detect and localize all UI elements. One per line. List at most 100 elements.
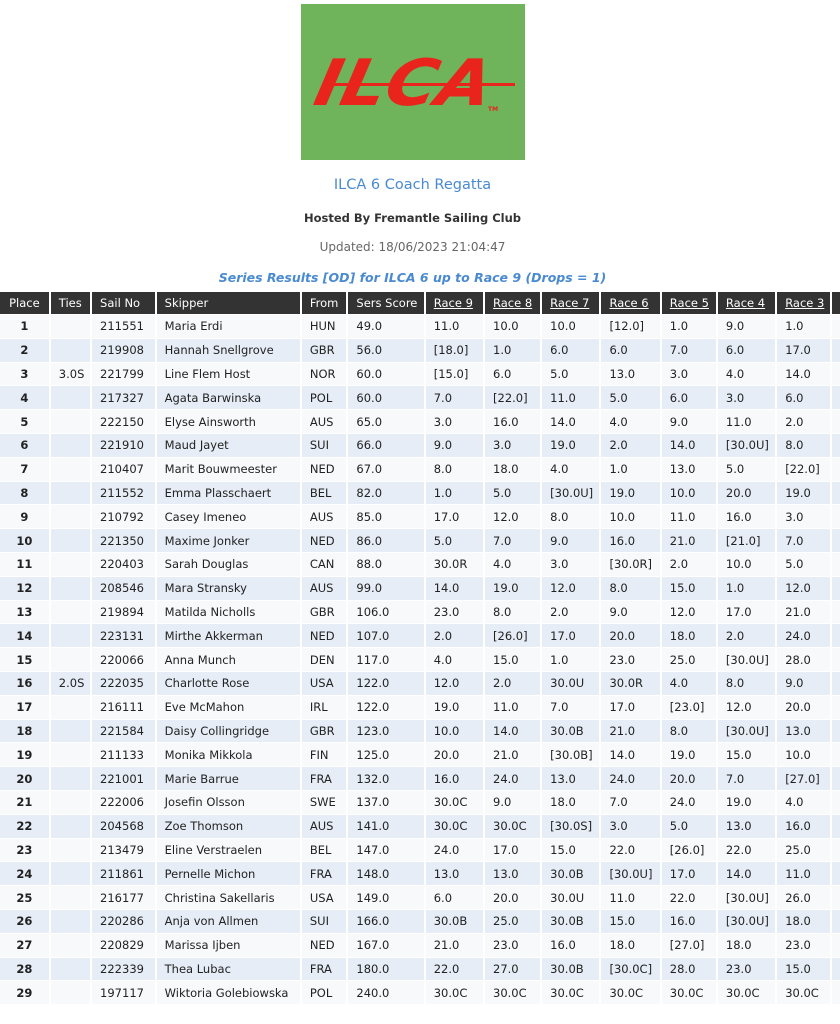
cell-race-3: [27.0] (777, 767, 831, 790)
table-row: 21 222006 Josefin Olsson SWE 137.0 30.0C 9.0 18… (0, 790, 840, 814)
cell-skipper: Charlotte Rose (156, 671, 300, 695)
cell-place: 12 (0, 576, 49, 600)
cell-race-4: 13.0 (717, 814, 776, 838)
cell-race-7: 11.0 (542, 386, 600, 410)
cell-ties (50, 814, 91, 838)
cell-race-8: 9.0 (485, 790, 541, 814)
cell-place: 19 (0, 743, 49, 767)
column-header-race[interactable]: Race 2 (832, 292, 840, 314)
cell-race-3: 6.0 (777, 386, 831, 410)
cell-skipper: Anja von Allmen (156, 909, 300, 933)
cell-place: 7 (0, 457, 49, 481)
cell-sail-no: 222150 (92, 410, 155, 433)
cell-ties (50, 719, 91, 743)
table-row: 14 223131 Mirthe Akkerman NED 107.0 2.0 [26.0]… (0, 624, 840, 648)
cell-sers-score: 99.0 (348, 576, 424, 600)
cell-sail-no: 211133 (92, 743, 155, 767)
cell-race-2: 20.0 (832, 838, 840, 862)
cell-from: FIN (301, 743, 347, 767)
table-row: 22 204568 Zoe Thomson AUS 141.0 30.0C 30.0C [30… (0, 814, 840, 838)
cell-sers-score: 60.0 (348, 362, 424, 386)
cell-sers-score: 60.0 (348, 386, 424, 410)
column-header-race[interactable]: Race 9 (425, 292, 484, 314)
cell-race-2: 1.0 (832, 481, 840, 505)
cell-race-7: 30.0B (542, 862, 600, 886)
cell-race-5: 15.0 (661, 576, 716, 600)
cell-race-9: 4.0 (425, 648, 484, 671)
cell-race-5: 16.0 (661, 909, 716, 933)
cell-race-8: 30.0C (485, 814, 541, 838)
cell-ties (50, 338, 91, 362)
cell-race-8: [26.0] (485, 624, 541, 648)
column-header-race[interactable]: Race 7 (542, 292, 600, 314)
cell-race-2: 28.0 (832, 862, 840, 886)
event-title[interactable]: ILCA 6 Coach Regatta (333, 177, 492, 193)
cell-sers-score: 65.0 (348, 410, 424, 433)
cell-race-2: 21.0 (832, 695, 840, 719)
cell-skipper: Wiktoria Golebiowska (156, 981, 300, 1005)
column-header-race[interactable]: Race 3 (777, 292, 831, 314)
cell-race-7: 30.0B (542, 909, 600, 933)
column-header-race[interactable]: Race 8 (485, 292, 541, 314)
cell-skipper: Christina Sakellaris (156, 886, 300, 909)
cell-race-2: 17.0 (832, 529, 840, 552)
cell-race-4: 3.0 (717, 386, 776, 410)
cell-race-6: 7.0 (601, 790, 660, 814)
cell-race-6: 8.0 (601, 576, 660, 600)
cell-race-2: 6.0 (832, 410, 840, 433)
cell-race-3: 26.0 (777, 886, 831, 909)
cell-from: POL (301, 981, 347, 1005)
cell-race-7: 30.0B (542, 719, 600, 743)
column-header-race[interactable]: Race 4 (717, 292, 776, 314)
cell-race-6: 23.0 (601, 648, 660, 671)
cell-race-7: 10.0 (542, 315, 600, 338)
cell-race-7: 30.0U (542, 886, 600, 909)
cell-skipper: Daisy Collingridge (156, 719, 300, 743)
cell-place: 29 (0, 981, 49, 1005)
table-row: 16 2.0S 222035 Charlotte Rose USA 122.0 12.0 2.… (0, 671, 840, 695)
cell-from: BEL (301, 481, 347, 505)
table-row: 26 220286 Anja von Allmen SUI 166.0 30.0B 25.0… (0, 909, 840, 933)
cell-race-9: 16.0 (425, 767, 484, 790)
cell-race-4: 18.0 (717, 933, 776, 957)
column-header-sail-no: Sail No (92, 292, 155, 314)
table-row: 8 211552 Emma Plasschaert BEL 82.0 1.0 5.0 [30.… (0, 481, 840, 505)
cell-ties (50, 315, 91, 338)
cell-race-9: 13.0 (425, 862, 484, 886)
cell-skipper: Marie Barrue (156, 767, 300, 790)
cell-race-7: 13.0 (542, 767, 600, 790)
cell-race-5: 3.0 (661, 362, 716, 386)
cell-race-3: 2.0 (777, 410, 831, 433)
cell-race-7: 2.0 (542, 600, 600, 624)
cell-race-7: 8.0 (542, 505, 600, 529)
cell-race-5: 19.0 (661, 743, 716, 767)
cell-race-5: 28.0 (661, 957, 716, 981)
cell-skipper: Zoe Thomson (156, 814, 300, 838)
cell-race-8: 20.0 (485, 886, 541, 909)
cell-race-9: 21.0 (425, 933, 484, 957)
column-header-race[interactable]: Race 6 (601, 292, 660, 314)
cell-race-2: [19.0] (832, 576, 840, 600)
column-header-race[interactable]: Race 5 (661, 292, 716, 314)
cell-race-5: 21.0 (661, 529, 716, 552)
cell-sail-no: 216111 (92, 695, 155, 719)
cell-race-2: 18.0 (832, 957, 840, 981)
cell-place: 26 (0, 909, 49, 933)
cell-race-5: [23.0] (661, 695, 716, 719)
cell-race-7: 17.0 (542, 624, 600, 648)
cell-sail-no: 222035 (92, 671, 155, 695)
cell-race-3: 1.0 (777, 315, 831, 338)
cell-sers-score: 122.0 (348, 671, 424, 695)
cell-race-8: 30.0C (485, 981, 541, 1005)
cell-race-7: 30.0U (542, 671, 600, 695)
cell-sail-no: 220066 (92, 648, 155, 671)
cell-race-5: 1.0 (661, 315, 716, 338)
cell-skipper: Elyse Ainsworth (156, 410, 300, 433)
cell-ties (50, 576, 91, 600)
cell-race-2: [22.0] (832, 505, 840, 529)
cell-race-8: [22.0] (485, 386, 541, 410)
column-header-from: From (301, 292, 347, 314)
cell-race-9: [15.0] (425, 362, 484, 386)
cell-race-8: 2.0 (485, 671, 541, 695)
cell-place: 23 (0, 838, 49, 862)
